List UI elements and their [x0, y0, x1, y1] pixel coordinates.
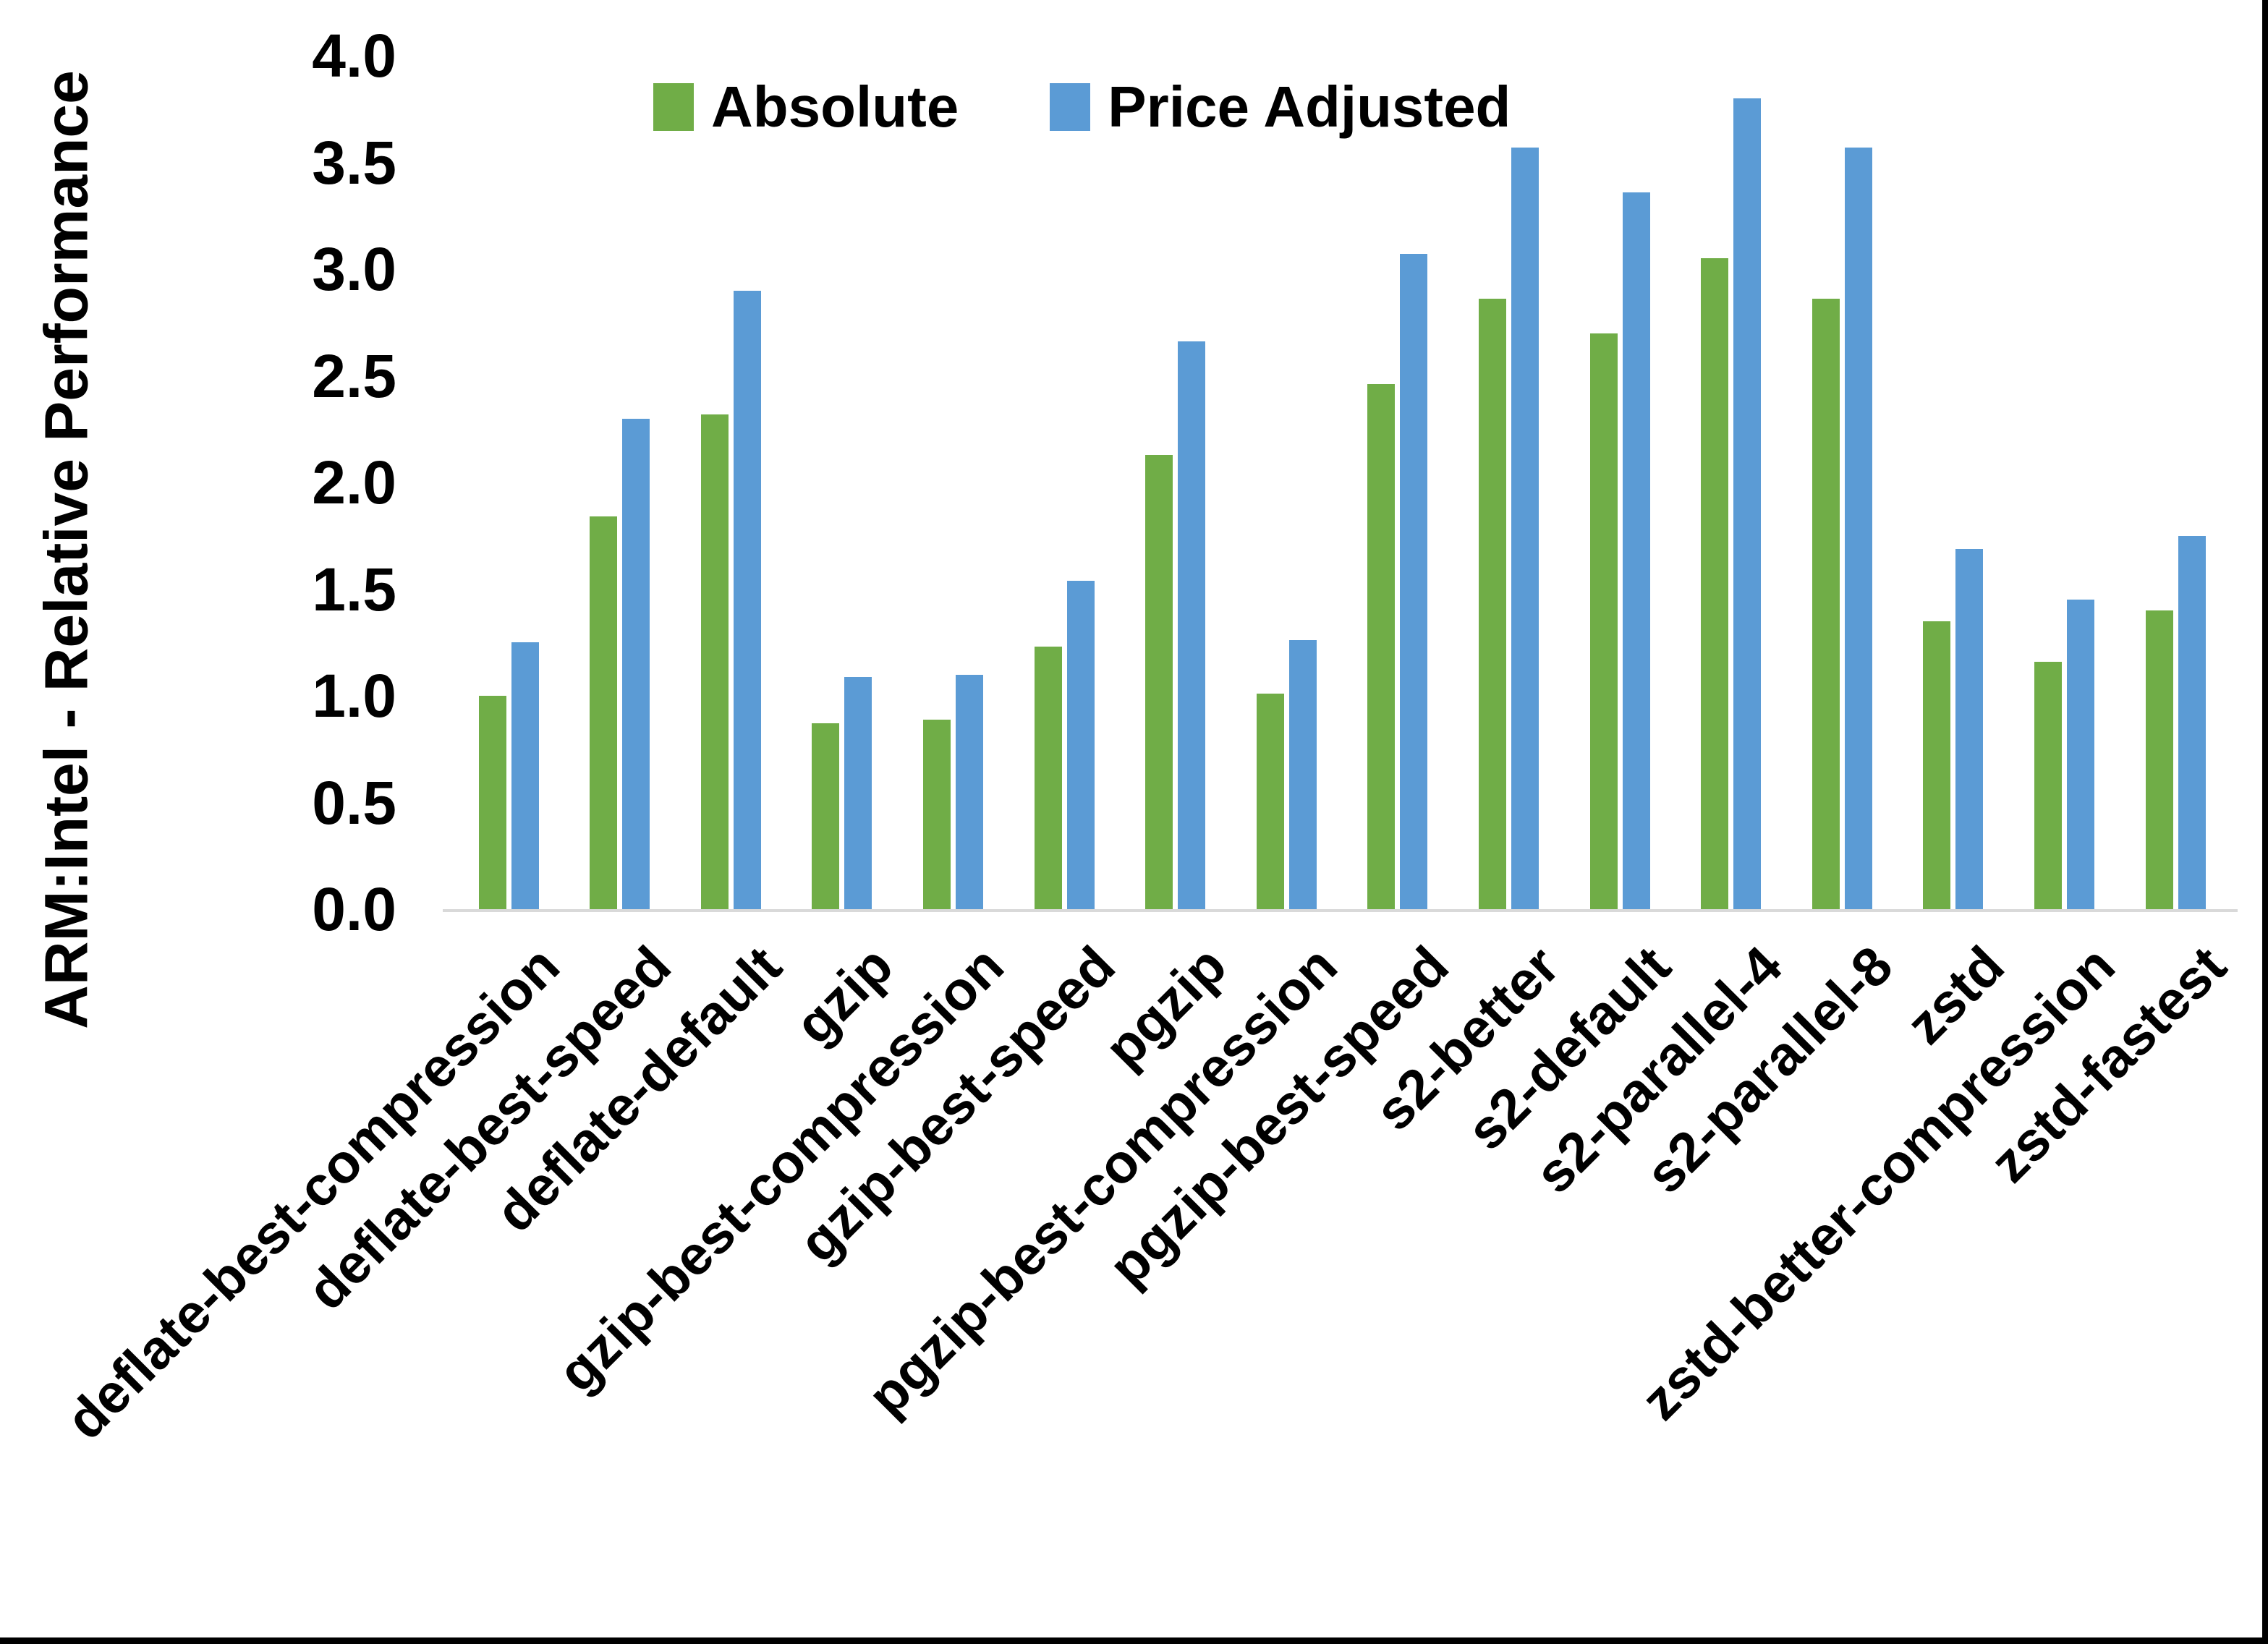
bar-absolute — [2034, 661, 2062, 909]
bar-price-adjusted — [1288, 640, 1317, 909]
bar-price-adjusted — [1622, 192, 1650, 909]
bar-absolute — [700, 414, 729, 909]
legend-item: Absolute — [653, 78, 959, 136]
legend-item: Price Adjusted — [1050, 78, 1511, 136]
bar-absolute — [922, 719, 951, 910]
bar-price-adjusted — [955, 674, 983, 909]
y-tick-label: 1.0 — [312, 662, 396, 730]
bar-price-adjusted — [2178, 535, 2206, 910]
bar-price-adjusted — [733, 290, 761, 909]
bar-absolute — [1256, 694, 1284, 909]
bar-absolute — [1589, 333, 1618, 909]
bar-absolute — [1034, 647, 1062, 909]
bar-absolute — [1701, 258, 1729, 910]
bar-price-adjusted — [1400, 254, 1428, 909]
x-axis-line — [443, 909, 2238, 912]
y-tick-label: 1.5 — [312, 555, 396, 623]
bar-absolute — [1923, 621, 1951, 910]
bar-absolute — [812, 723, 840, 909]
screenshot-right-border — [2262, 0, 2268, 1644]
legend-label: Absolute — [711, 74, 959, 139]
y-tick-label: 0.5 — [312, 768, 396, 837]
bar-price-adjusted — [1844, 147, 1872, 909]
y-tick-label: 2.5 — [312, 341, 396, 410]
y-tick-label: 3.0 — [312, 235, 396, 303]
bar-price-adjusted — [1511, 147, 1539, 909]
legend: Absolute Price Adjusted — [653, 78, 1511, 136]
bar-price-adjusted — [622, 418, 650, 909]
screenshot-bottom-border — [0, 1637, 2268, 1644]
bar-absolute — [590, 516, 618, 909]
bar-price-adjusted — [844, 676, 872, 910]
legend-swatch-icon — [653, 83, 694, 131]
y-tick-label: 4.0 — [312, 22, 396, 90]
legend-swatch-icon — [1050, 83, 1091, 131]
bar-absolute — [478, 696, 506, 909]
bar-absolute — [1145, 454, 1173, 909]
legend-label: Price Adjusted — [1108, 74, 1511, 139]
bar-price-adjusted — [511, 642, 539, 910]
y-tick-label: 2.0 — [312, 448, 396, 516]
bar-absolute — [1812, 299, 1840, 909]
y-tick-label: 3.5 — [312, 128, 396, 197]
bar-price-adjusted — [1178, 341, 1206, 909]
bar-price-adjusted — [1955, 548, 1984, 910]
bar-absolute — [1367, 384, 1396, 909]
y-axis-title: ARM:Intel - Relative Performance — [32, 70, 101, 1029]
bar-absolute — [1478, 299, 1506, 909]
y-tick-label: 0.0 — [312, 875, 396, 943]
bar-absolute — [2145, 610, 2173, 909]
bar-price-adjusted — [2066, 600, 2094, 910]
bar-price-adjusted — [1733, 98, 1762, 909]
bar-price-adjusted — [1066, 580, 1095, 909]
